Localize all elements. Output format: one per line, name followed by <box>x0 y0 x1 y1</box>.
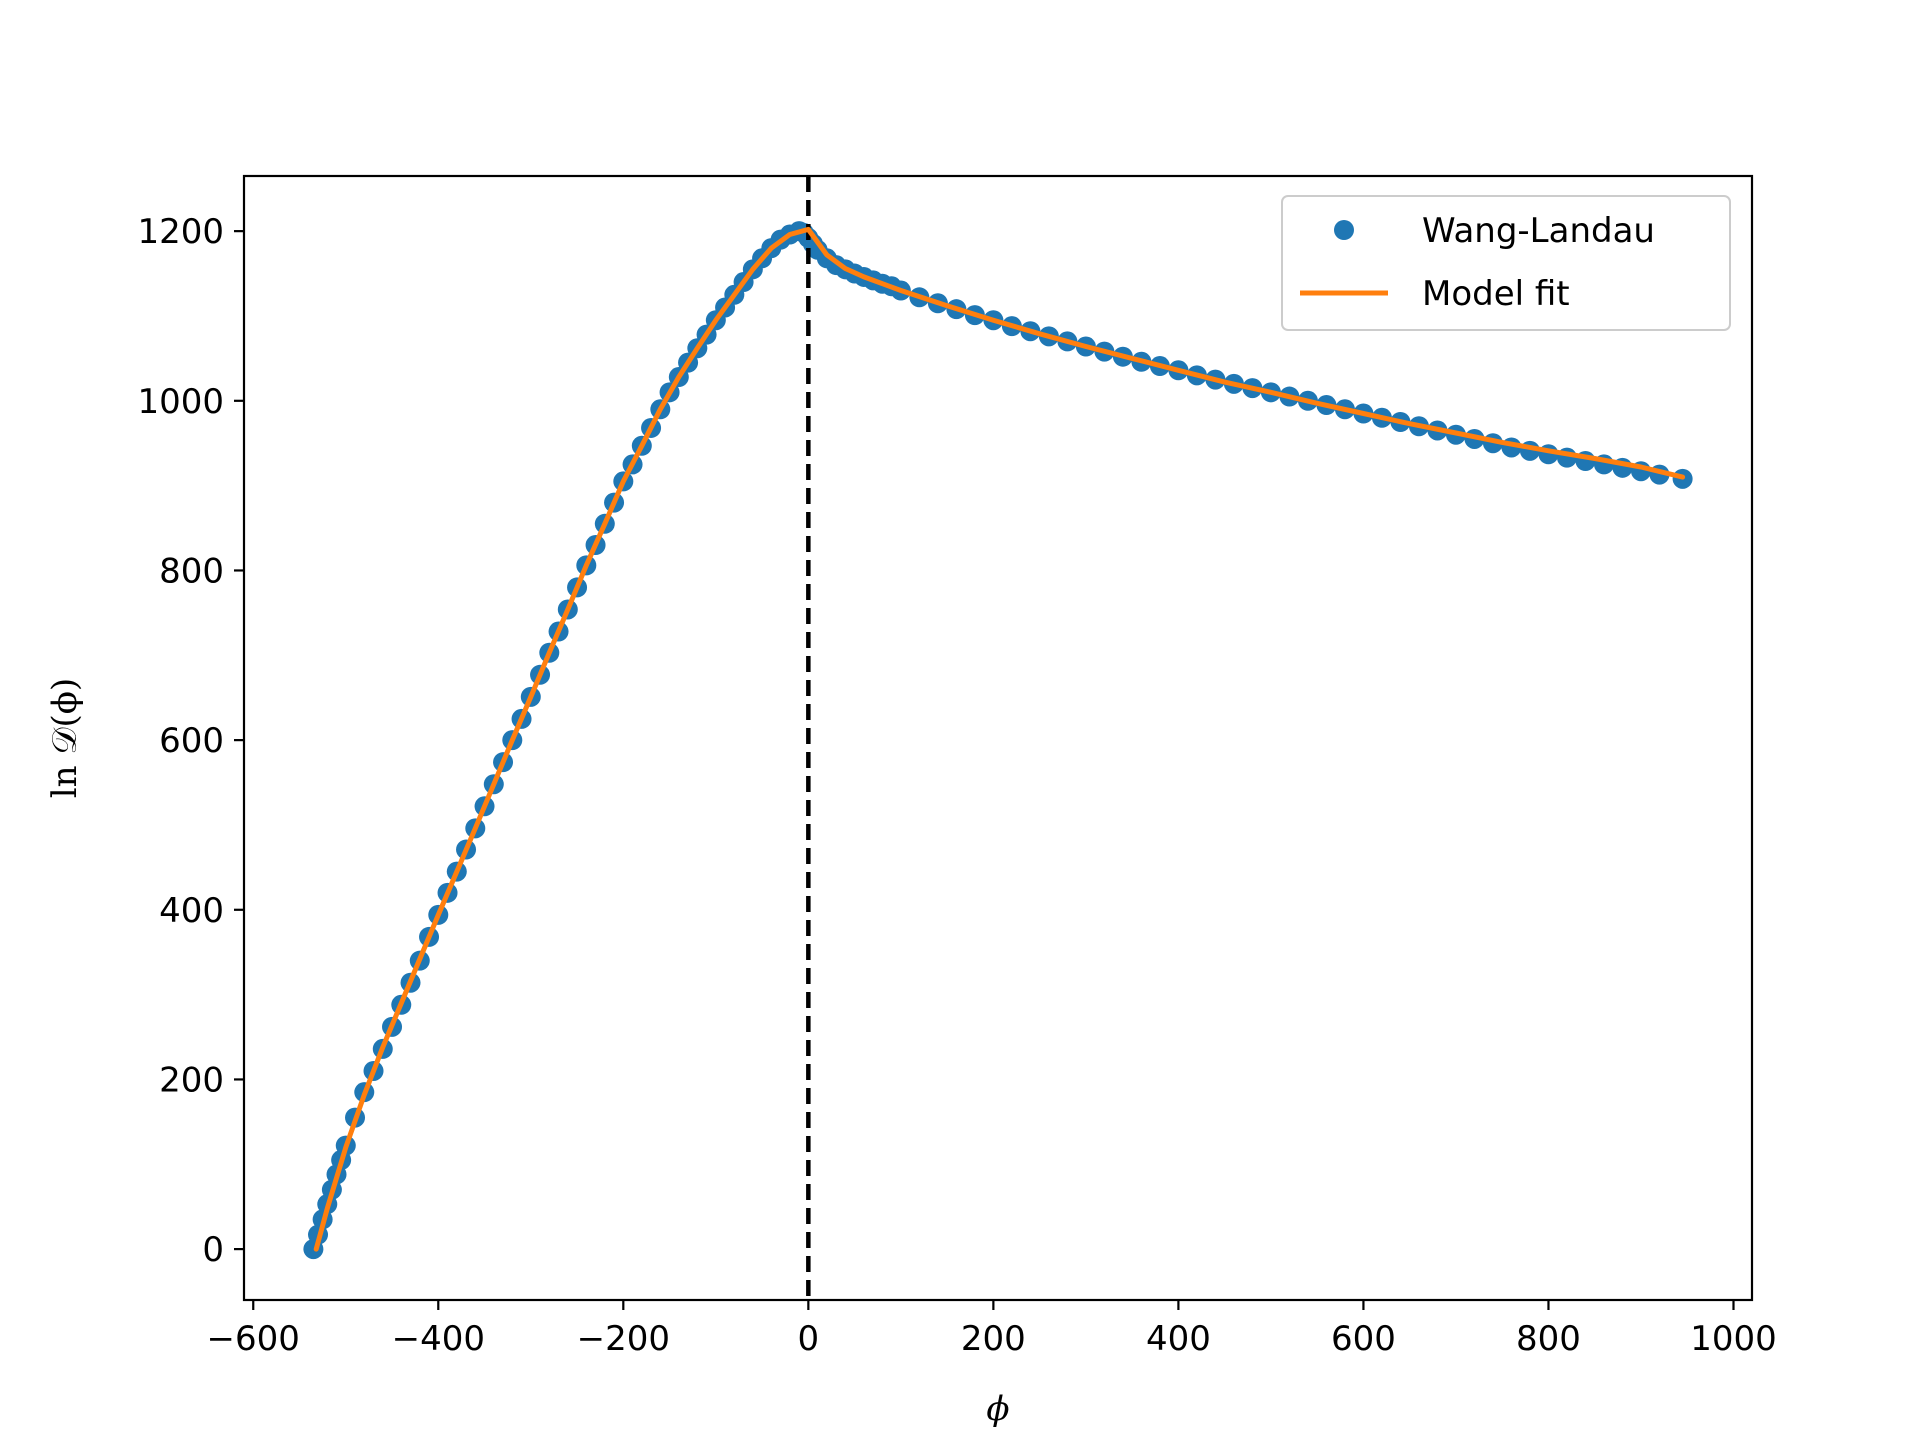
axes-layer: −600 −400 −200 0 200 400 600 800 1000 0 200 400 600 8… <box>45 174 1777 1429</box>
y-tick-label: 400 <box>159 891 224 931</box>
series-model-fit-line <box>313 226 1686 1252</box>
x-tick-label: −200 <box>577 1319 670 1359</box>
legend-label: Model fit <box>1422 274 1570 314</box>
y-tick-label: 0 <box>202 1230 224 1270</box>
x-tick-label: 600 <box>1331 1319 1396 1359</box>
y-tick-label: 600 <box>159 721 224 761</box>
y-tick-label: 1000 <box>137 382 224 422</box>
x-tick-label: 200 <box>961 1319 1026 1359</box>
y-tick-label: 1200 <box>137 212 224 252</box>
y-axis-label: ln 𝒟(ϕ) <box>45 678 85 798</box>
x-axis-label: ϕ <box>986 1389 1009 1429</box>
legend-frame <box>1281 195 1731 331</box>
legend-marker-wang-landau <box>1334 220 1354 240</box>
x-tick-label: 400 <box>1146 1319 1211 1359</box>
y-tick-label: 200 <box>159 1060 224 1100</box>
y-tick-label: 800 <box>159 551 224 591</box>
legend: Wang-Landau Model fit <box>1281 195 1731 331</box>
x-tick-label: 1000 <box>1690 1319 1777 1359</box>
x-tick-label: 0 <box>798 1319 820 1359</box>
plot-frame <box>242 174 1754 1302</box>
x-tick-label: −400 <box>392 1319 485 1359</box>
legend-label: Wang-Landau <box>1422 211 1655 251</box>
x-tick-label: 800 <box>1516 1319 1581 1359</box>
x-tick-label: −600 <box>207 1319 300 1359</box>
plot-layer <box>303 176 1693 1300</box>
